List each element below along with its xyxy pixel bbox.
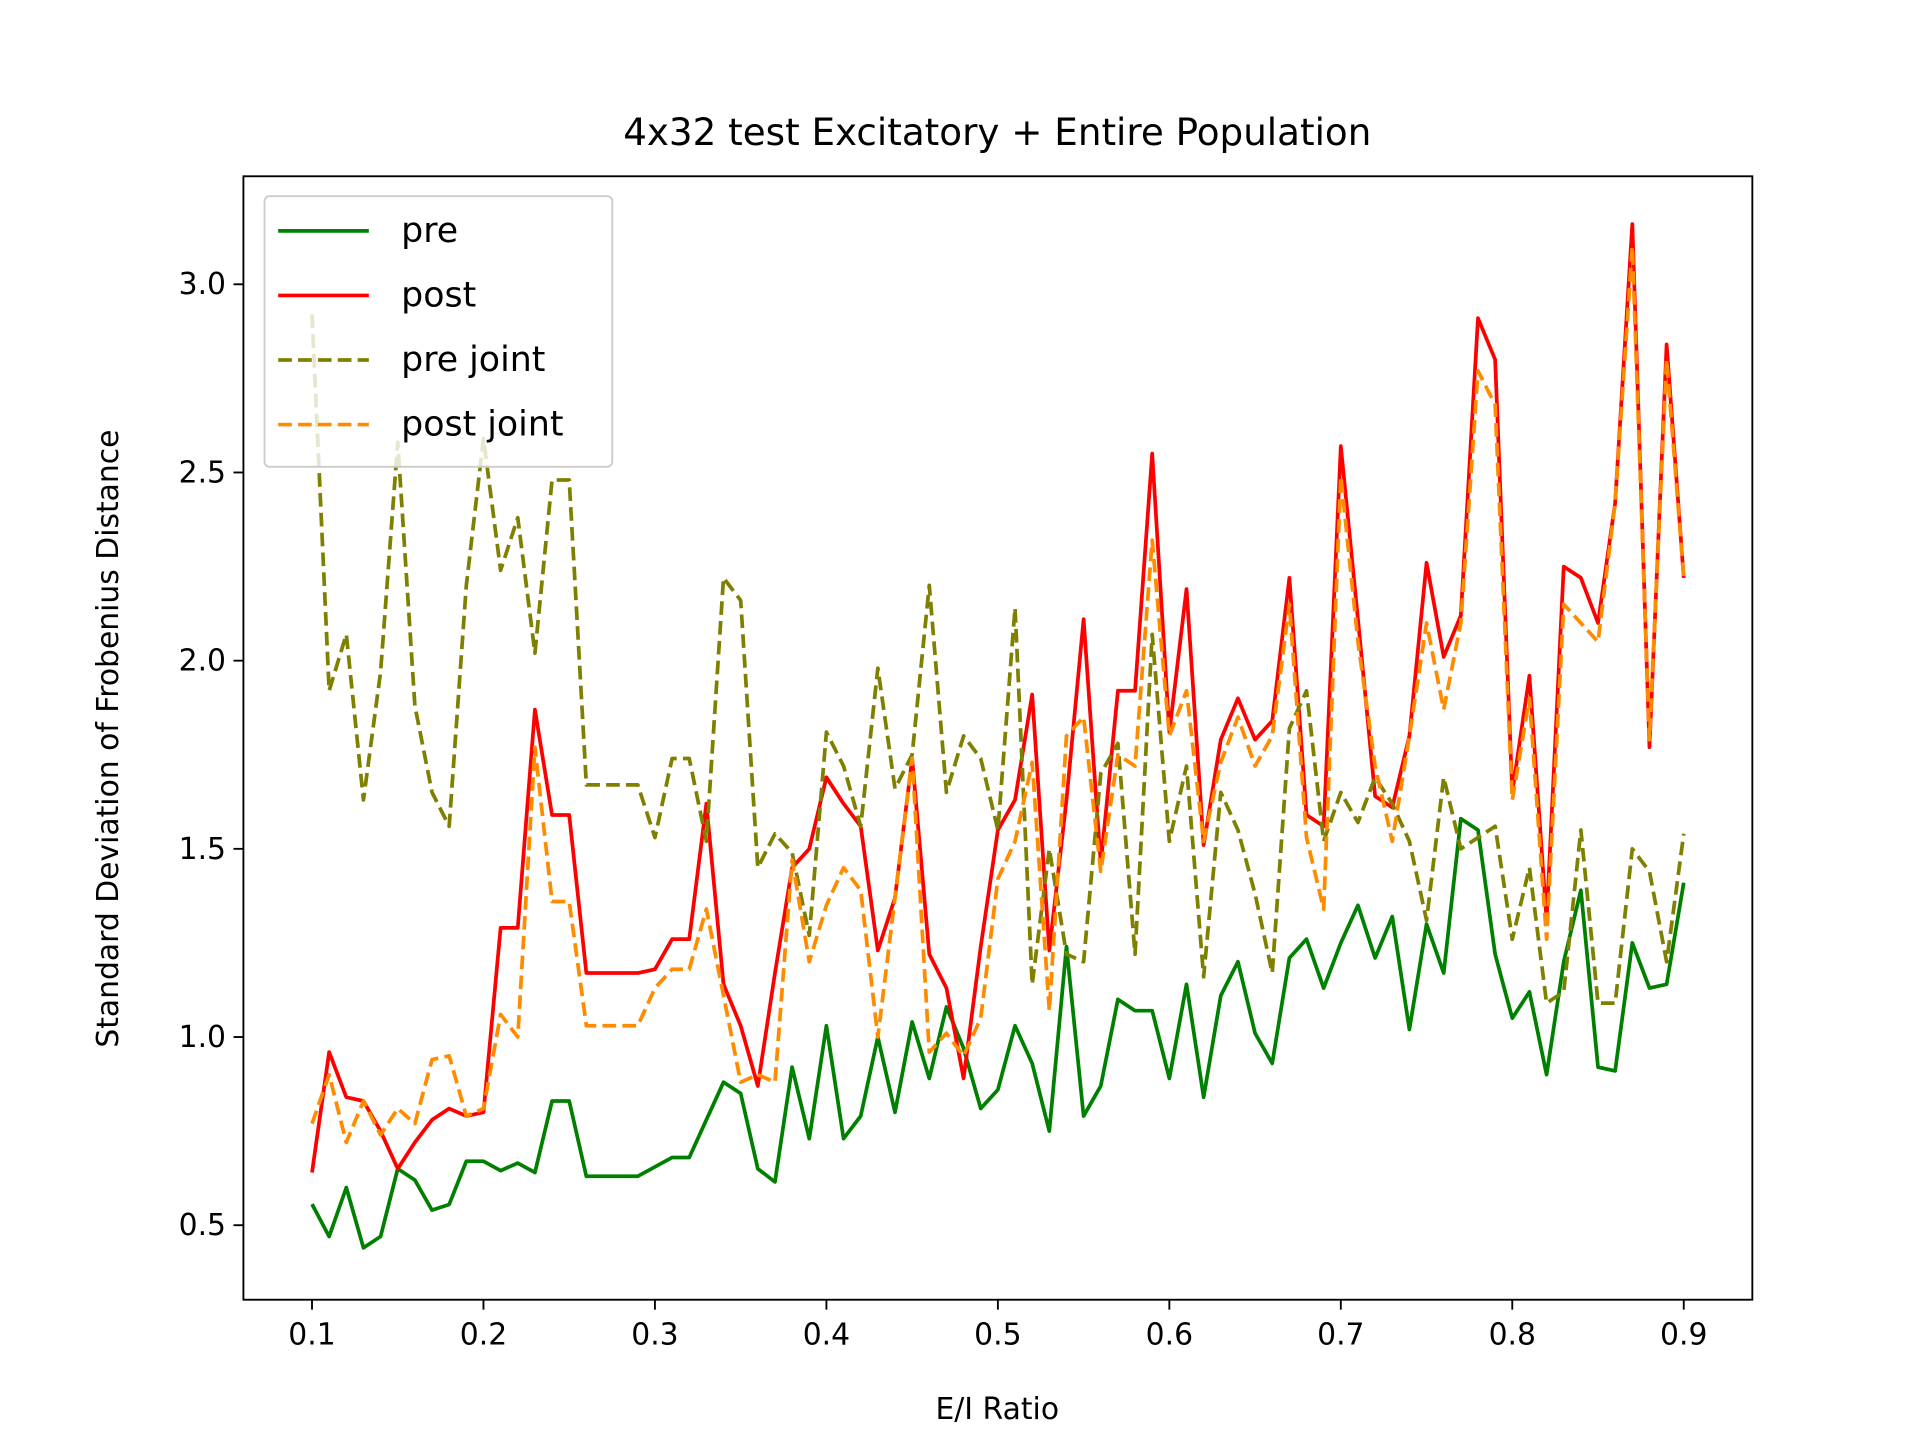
- legend-label: pre joint: [401, 340, 545, 380]
- y-tick-label: 1.5: [179, 832, 226, 867]
- x-tick-label: 0.6: [1146, 1317, 1193, 1352]
- x-tick-label: 0.5: [974, 1317, 1021, 1352]
- y-tick-label: 2.5: [179, 455, 226, 490]
- y-axis-label: Standard Deviation of Frobenius Distance: [91, 430, 126, 1048]
- legend-box: [263, 195, 614, 468]
- x-tick-label: 0.2: [460, 1317, 507, 1352]
- y-tick-label: 3.0: [179, 267, 226, 302]
- series-line: [310, 816, 1686, 1250]
- legend-label: post joint: [401, 405, 563, 445]
- x-tick-label: 0.3: [631, 1317, 678, 1352]
- x-tick-label: 0.1: [288, 1317, 335, 1352]
- series-line: [310, 314, 1686, 1006]
- y-tick-label: 1.0: [179, 1020, 226, 1055]
- x-tick-label: 0.8: [1489, 1317, 1536, 1352]
- y-tick-label: 0.5: [179, 1208, 226, 1243]
- series-line: [310, 244, 1686, 1145]
- x-tick-label: 0.4: [803, 1317, 850, 1352]
- x-axis-label: E/I Ratio: [935, 1392, 1059, 1427]
- chart-title: 4x32 test Excitatory + Entire Population: [623, 110, 1371, 154]
- x-tick-label: 0.7: [1317, 1317, 1364, 1352]
- series-line: [310, 222, 1686, 1173]
- x-tick-label: 0.9: [1660, 1317, 1707, 1352]
- y-tick-label: 2.0: [179, 644, 226, 679]
- legend-label: pre: [401, 211, 458, 251]
- legend-label: post: [401, 276, 476, 316]
- plot-frame: [242, 175, 1754, 1301]
